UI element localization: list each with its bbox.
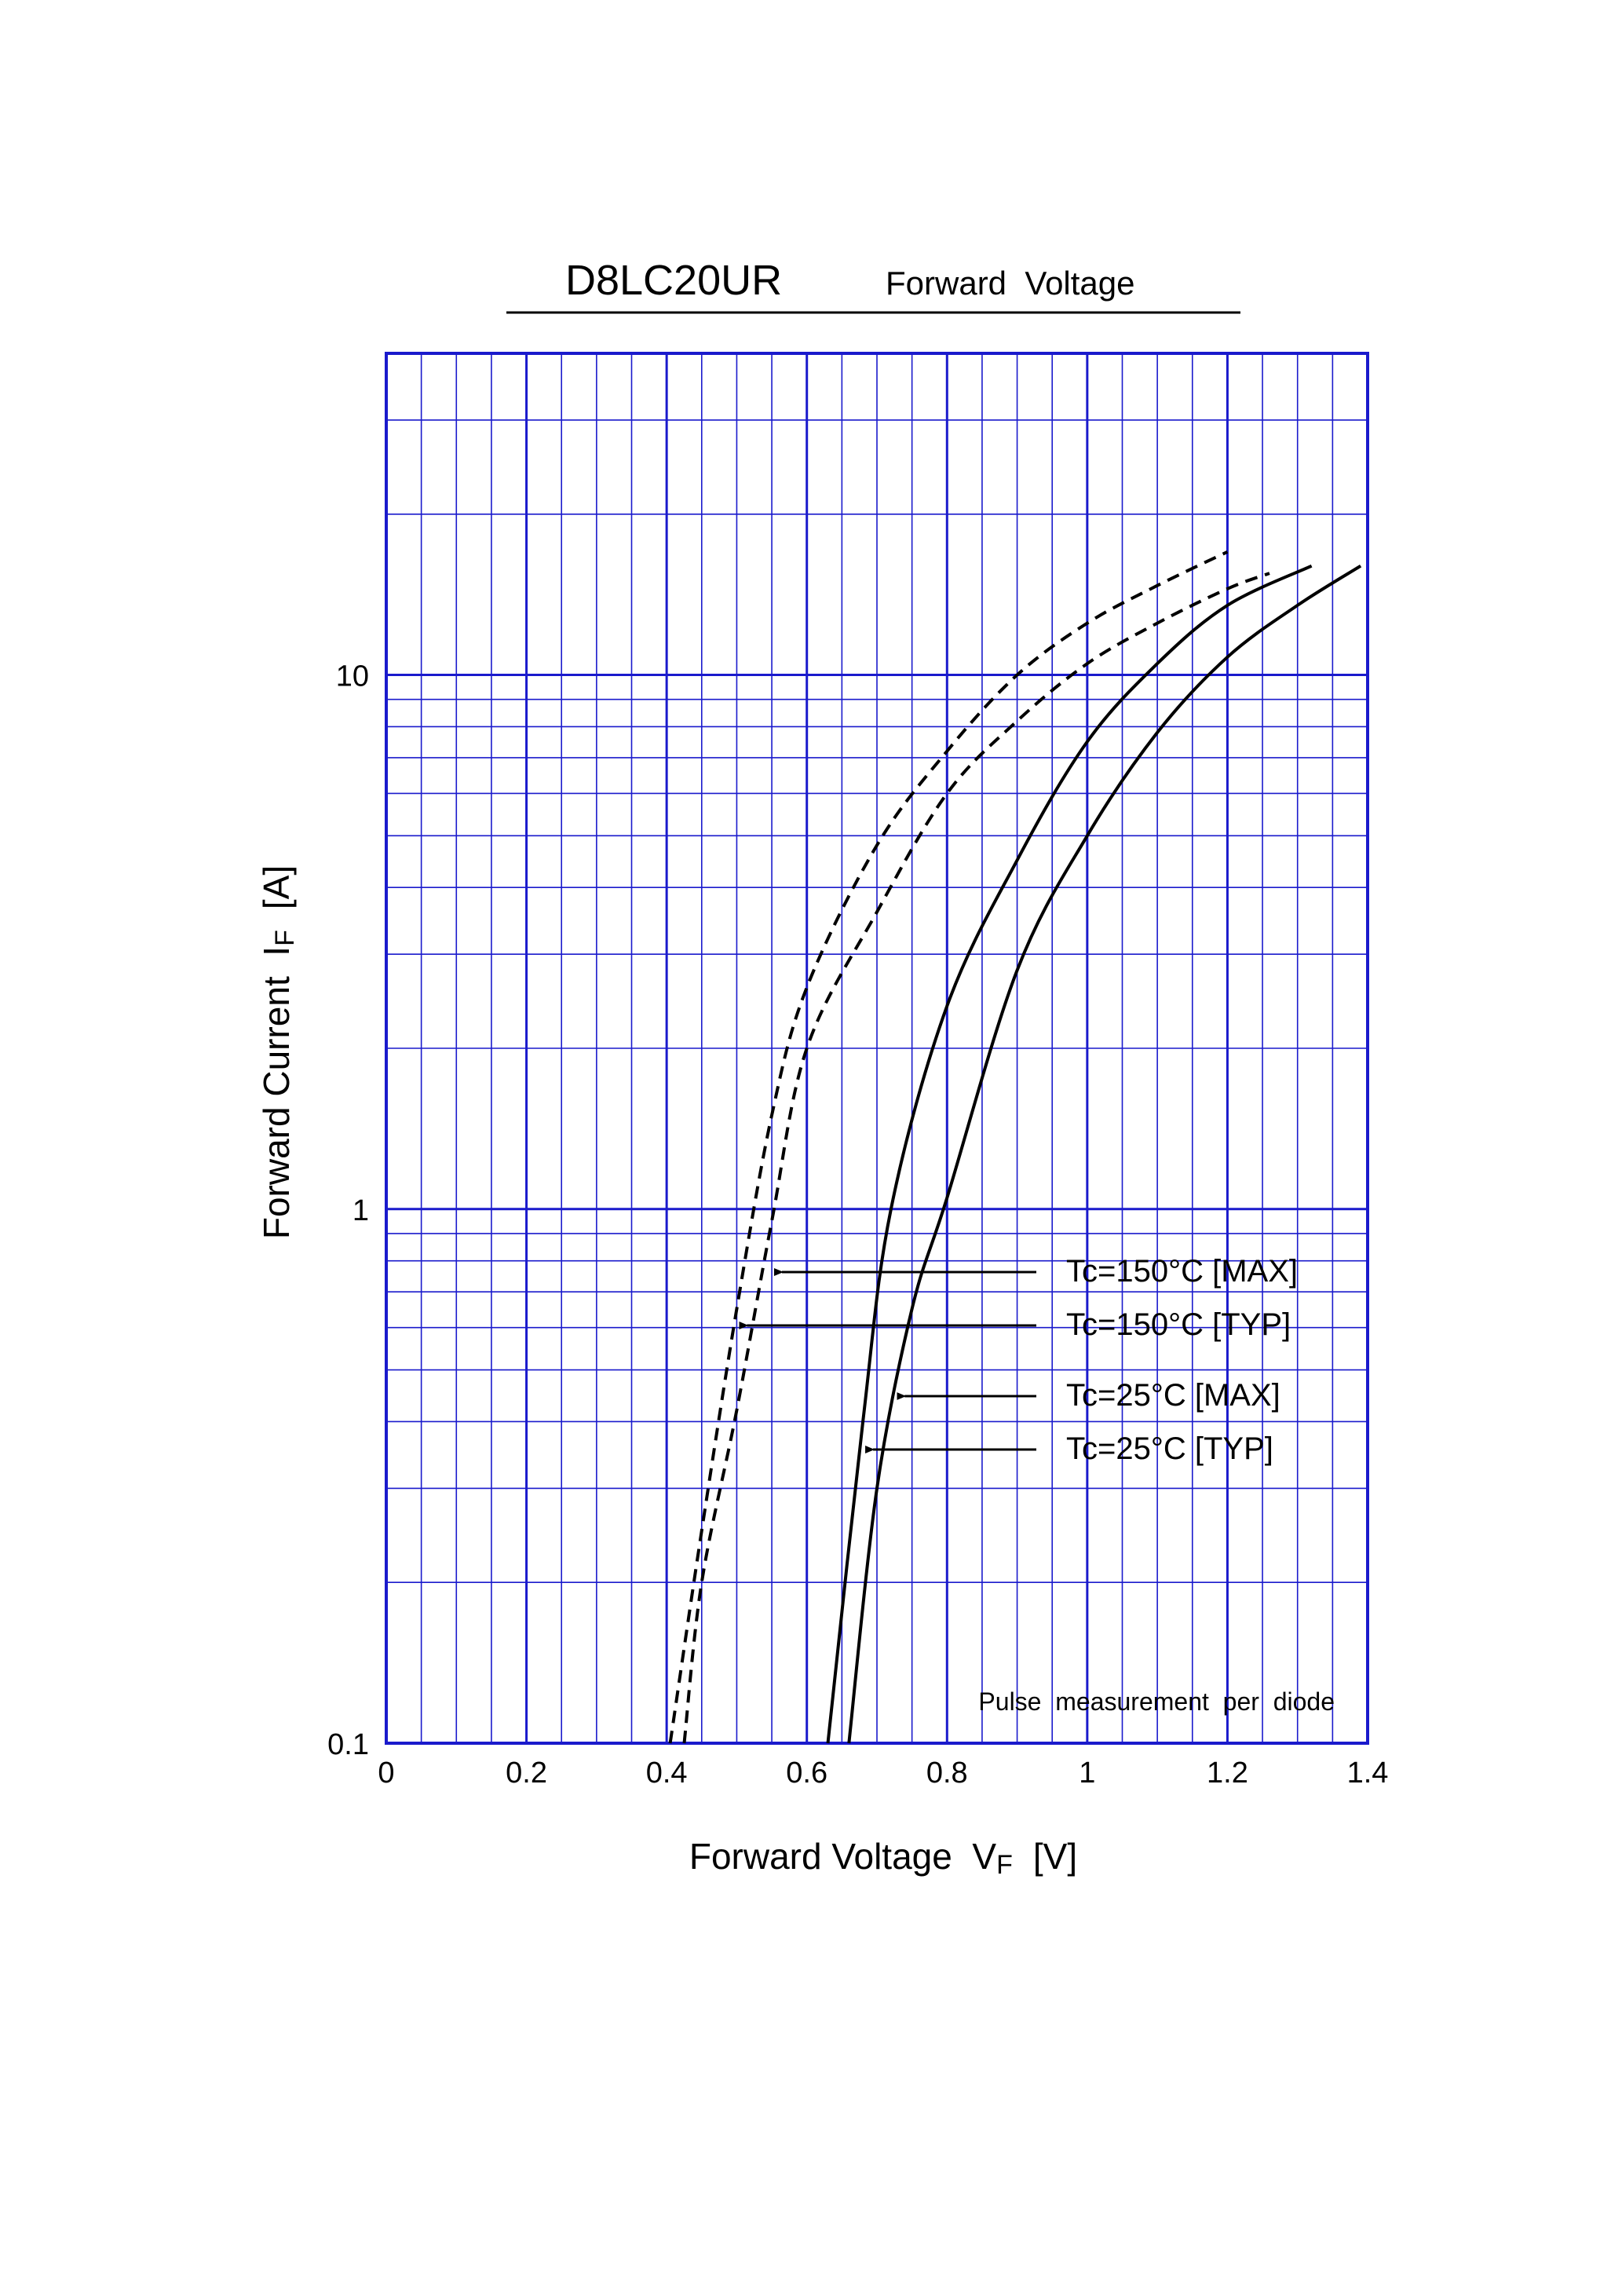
pulse-annotation: Pulse measurement per diode — [978, 1687, 1335, 1716]
x-tick-label: 0.2 — [506, 1757, 547, 1790]
legend-label: Tc=25°C [TYP] — [1066, 1431, 1273, 1466]
legend-label: Tc=150°C [MAX] — [1066, 1254, 1298, 1289]
y-tick-label: 10 — [336, 660, 369, 693]
y-axis-label-sub: F — [270, 930, 300, 946]
x-tick-label: 0.8 — [926, 1757, 968, 1790]
plot-grid — [385, 352, 1369, 1745]
x-axis-label-main: Forward Voltage V — [689, 1836, 997, 1877]
chart-subtitle: Forward Voltage — [886, 265, 1135, 302]
legend-label: Tc=25°C [MAX] — [1066, 1378, 1280, 1413]
x-axis-label: Forward Voltage VF [V] — [689, 1836, 1077, 1880]
series-line — [668, 550, 1229, 1744]
series-line — [847, 565, 1362, 1744]
y-tick-label: 0.1 — [327, 1728, 369, 1761]
x-tick-label: 1.2 — [1207, 1757, 1248, 1790]
curve-layer — [668, 550, 1362, 1744]
chart-title: D8LC20UR — [565, 257, 782, 304]
legend-label: Tc=150°C [TYP] — [1066, 1307, 1291, 1342]
x-axis-label-unit: [V] — [1033, 1836, 1077, 1877]
x-tick-label: 0.6 — [786, 1757, 827, 1790]
x-tick-label: 0 — [378, 1757, 394, 1790]
x-axis-label-sub: F — [996, 1850, 1013, 1880]
series-line — [826, 564, 1313, 1744]
y-axis-label-main: Forward Current I — [256, 946, 297, 1239]
x-tick-label: 0.4 — [646, 1757, 688, 1790]
series-line — [682, 572, 1270, 1744]
y-axis-label: Forward Current IF [A] — [256, 865, 300, 1239]
legend-callouts: Tc=150°C [MAX] Tc=150°C [TYP] Tc=25°C [MAX… — [739, 1254, 1298, 1466]
plot-frame — [385, 352, 1369, 1745]
x-tick-label: 1.4 — [1347, 1757, 1389, 1790]
y-tick-label: 1 — [353, 1194, 369, 1227]
y-axis-label-unit: [A] — [256, 865, 297, 909]
tick-labels: 0 0.2 0.4 0.6 0.8 1 1.2 1.4 0.1 1 10 — [327, 660, 1388, 1790]
x-tick-label: 1 — [1079, 1757, 1095, 1790]
